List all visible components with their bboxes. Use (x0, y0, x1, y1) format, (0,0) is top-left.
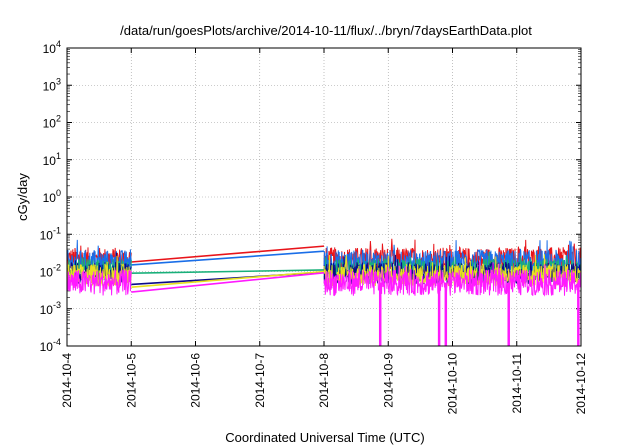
gap-connector (131, 269, 325, 275)
y-tick-label: 10-3 (40, 300, 61, 317)
x-tick-label: 2014-10-7 (253, 353, 267, 408)
gap-connector (131, 245, 325, 263)
y-tick-label: 102 (43, 114, 61, 131)
y-tick-label: 10-4 (40, 337, 61, 354)
x-tick-label: 2014-10-12 (574, 353, 588, 415)
y-tick-label: 104 (43, 39, 61, 56)
series-line (66, 260, 582, 297)
y-tick-label: 101 (43, 151, 61, 168)
x-tick-label: 2014-10-6 (189, 353, 203, 408)
y-tick-label: 10-1 (40, 225, 61, 242)
grid (66, 47, 582, 347)
y-tick-labels: 10-4 10-3 10-2 10-1 100 101 102 103 104 (40, 39, 61, 354)
x-tick-label: 2014-10-4 (60, 353, 74, 408)
x-tick-label: 2014-10-10 (446, 353, 460, 415)
series-trace (323, 260, 582, 297)
y-tick-label: 100 (43, 188, 61, 205)
x-tick-label: 2014-10-9 (381, 353, 395, 408)
x-tick-label: 2014-10-8 (317, 353, 331, 408)
y-tick-label: 10-2 (40, 263, 61, 280)
gap-connector (131, 250, 325, 266)
series-group (66, 238, 582, 346)
y-tick-label: 103 (43, 76, 61, 93)
x-axis-label: Coordinated Universal Time (UTC) (225, 430, 424, 445)
chart-title: /data/run/goesPlots/archive/2014-10-11/f… (120, 23, 532, 38)
gap-connector (131, 270, 325, 288)
y-axis-label: cGy/day (15, 173, 30, 221)
plot-frame (66, 47, 582, 347)
gap-connector (131, 272, 325, 293)
series-trace (66, 269, 132, 296)
x-tick-labels: 2014-10-4 2014-10-5 2014-10-6 2014-10-7 2014… (60, 353, 588, 415)
x-tick-label: 2014-10-11 (510, 353, 524, 414)
x-tick-label: 2014-10-5 (124, 353, 138, 408)
